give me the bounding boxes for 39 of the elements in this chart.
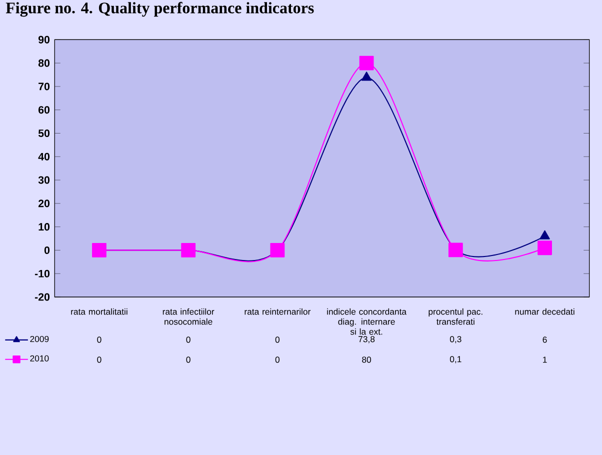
x-tick-label: indicele concordanta diag. internare si la ext. [327, 308, 407, 335]
data-label: 0,3 [450, 336, 462, 344]
x-tick-label: procentul pac. transferati [428, 308, 482, 325]
data-label: 0 [186, 336, 190, 343]
point [92, 243, 106, 258]
legend-label: 2009 [30, 336, 49, 342]
y-tick-label: 10 [38, 223, 50, 231]
data-label: 73,8 [358, 336, 375, 344]
chart-title: Figure no. 4. Quality performance indicators [6, 2, 314, 17]
x-tick-label: rata reinternarilor [244, 308, 311, 315]
y-tick-label: 30 [38, 176, 50, 184]
point [270, 243, 285, 258]
data-label: 6 [542, 336, 547, 343]
x-tick-label: numar decedati [515, 308, 574, 315]
point [448, 242, 463, 258]
y-tick-label: 20 [38, 200, 50, 208]
y-tick-label: 70 [38, 82, 50, 90]
point [181, 243, 196, 258]
legend-label: 2010 [30, 355, 49, 362]
y-tick-label: 0 [44, 246, 50, 254]
y-tick-label: 50 [38, 129, 50, 138]
data-label: 1 [543, 356, 547, 363]
y-tick-label: -10 [34, 270, 50, 278]
x-tick-label: rata infectiilor nosocomiale [162, 308, 214, 325]
data-label: 0 [97, 356, 102, 363]
x-tick-label: rata mortalitatii [71, 308, 128, 315]
data-label: 0 [275, 336, 280, 343]
point [538, 240, 552, 256]
y-tick-label: 90 [38, 36, 50, 44]
y-tick-label: -20 [34, 293, 50, 301]
data-label: 0 [186, 356, 190, 363]
data-label: 0 [275, 356, 280, 363]
data-label: 0,1 [450, 356, 462, 364]
data-label: 80 [362, 356, 372, 363]
point [359, 56, 374, 70]
data-label: 0 [97, 336, 102, 343]
y-tick-label: 60 [38, 106, 50, 114]
y-tick-label: 80 [38, 59, 50, 67]
y-tick-label: 40 [38, 152, 50, 160]
